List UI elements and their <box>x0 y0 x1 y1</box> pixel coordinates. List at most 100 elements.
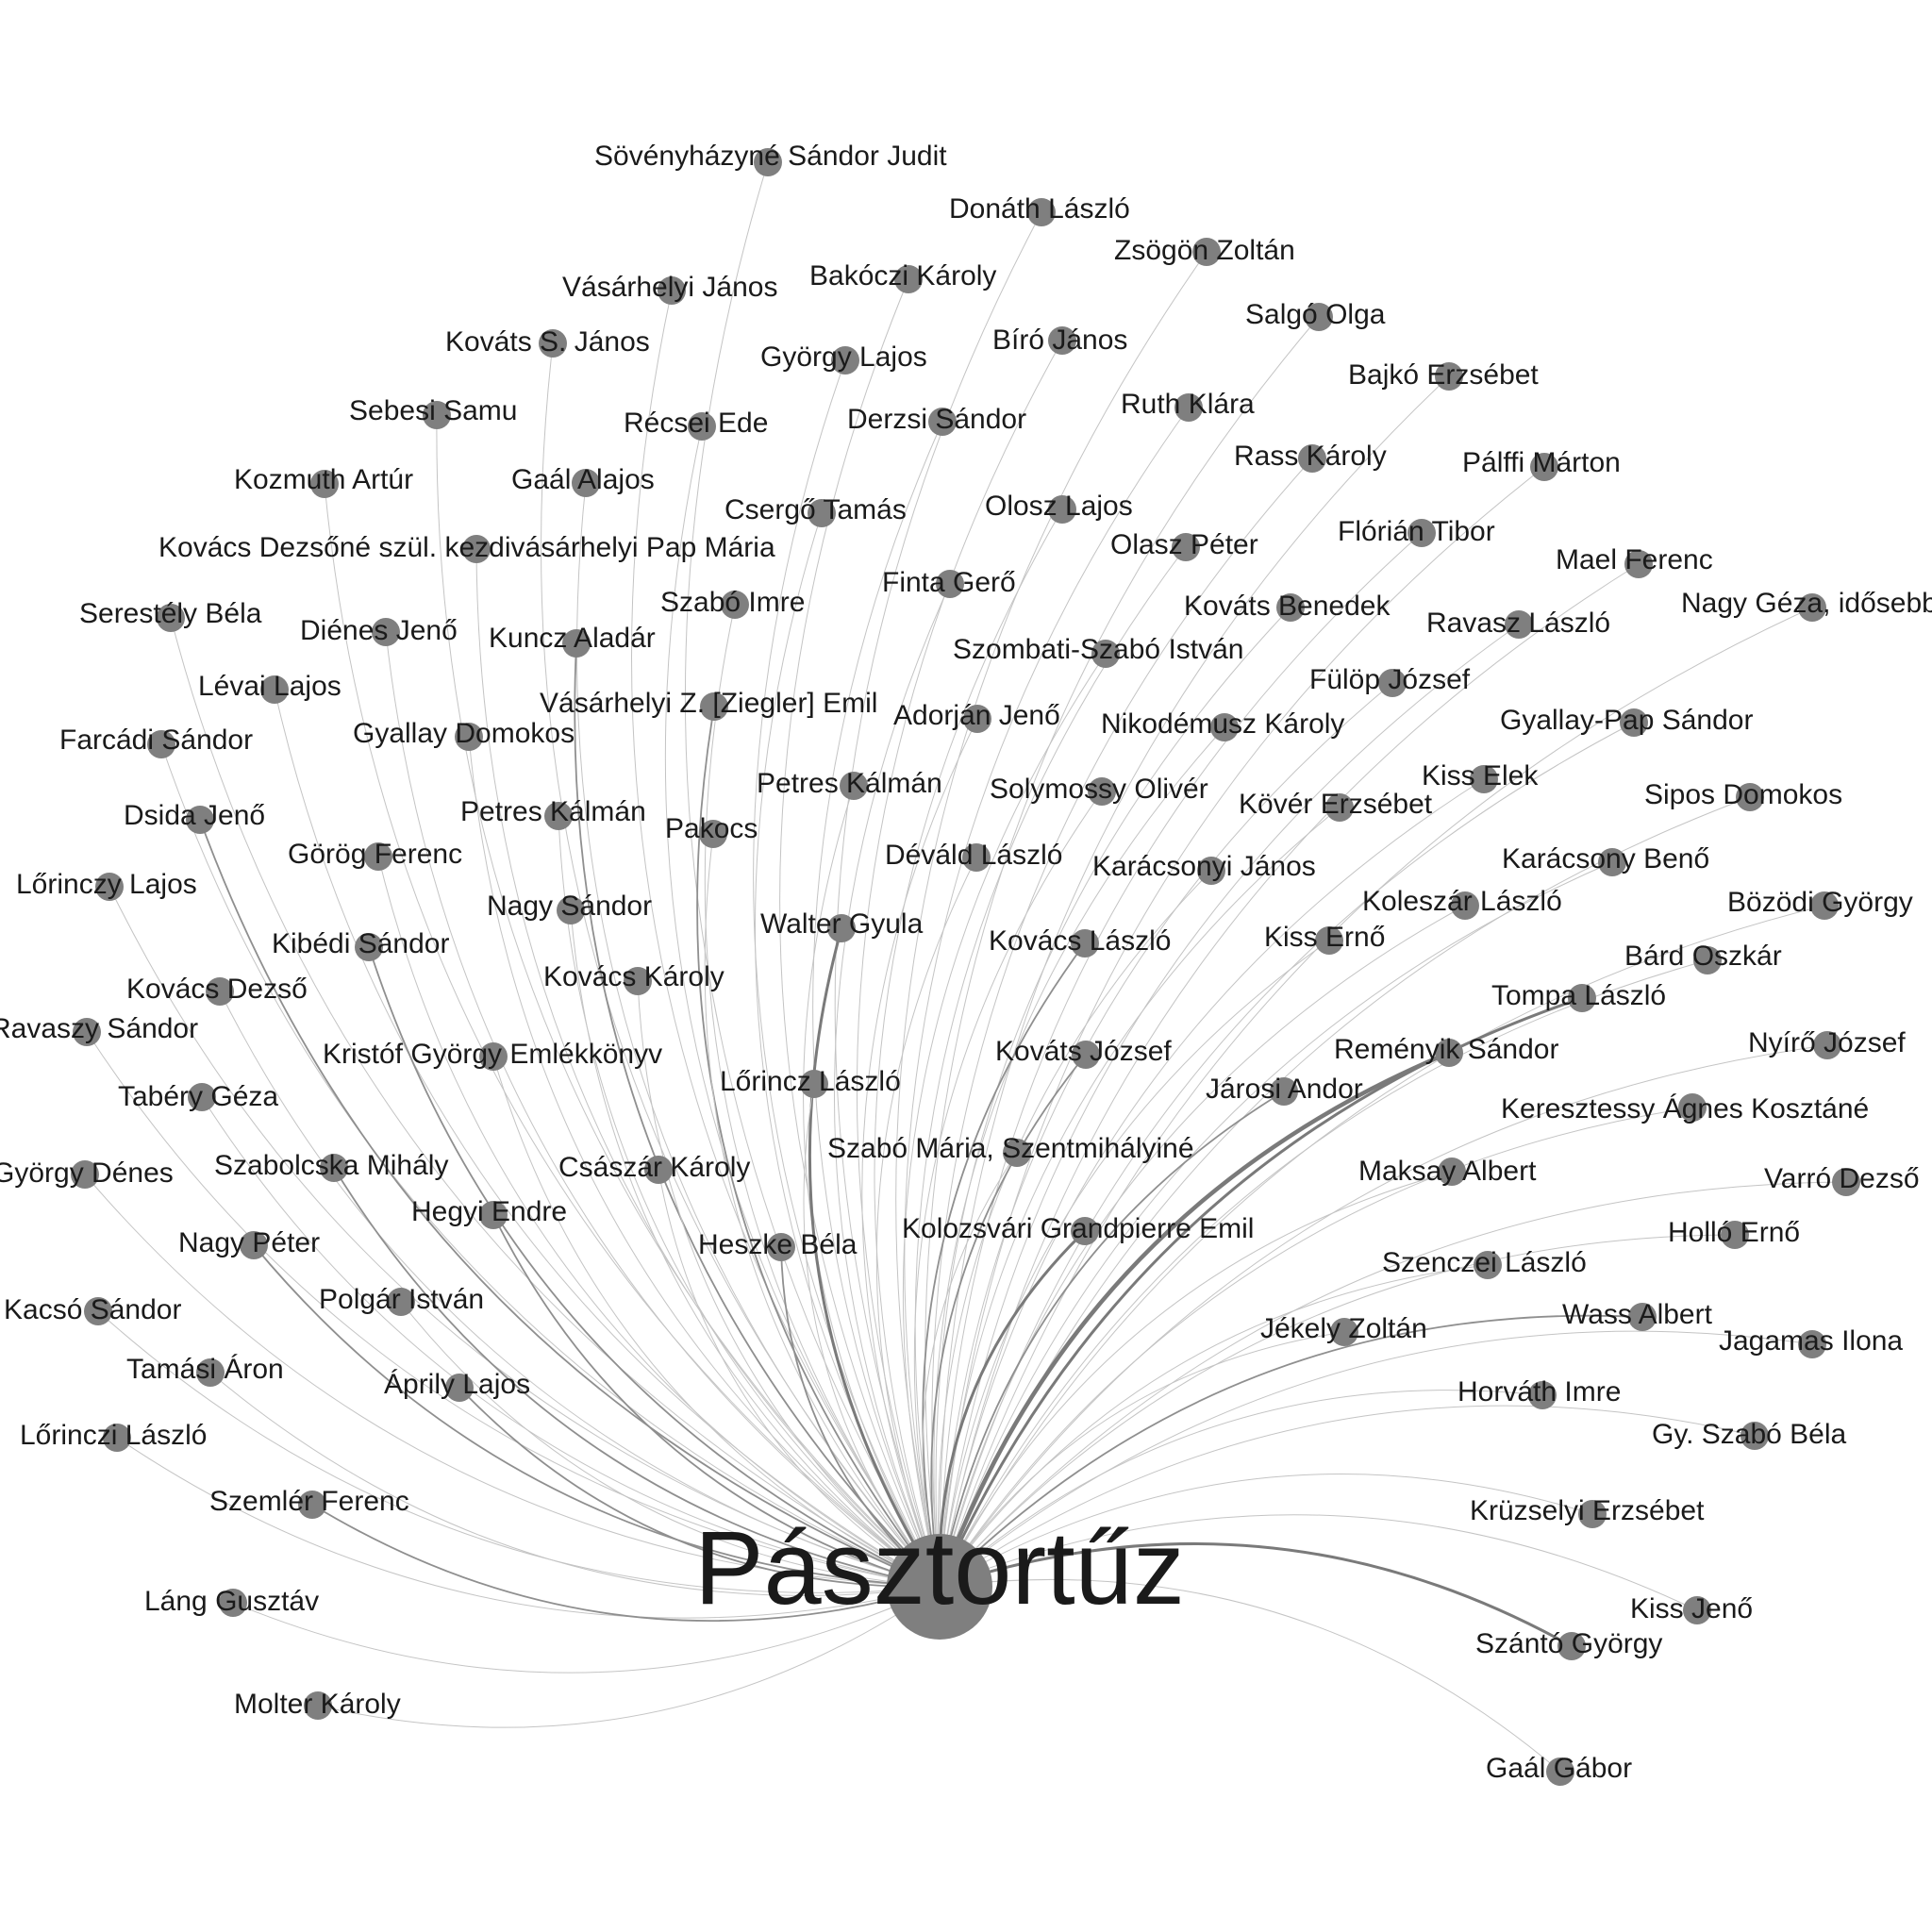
node-szombati-szabo-istvan-32[interactable] <box>1091 640 1120 668</box>
node-dienes-jeno-29[interactable] <box>372 618 400 646</box>
node-hegyi-endre-80[interactable] <box>479 1201 508 1229</box>
node-kovacs-laszlo-59[interactable] <box>1071 929 1099 958</box>
node-szenczei-laszlo-85[interactable] <box>1474 1251 1502 1279</box>
node-gyallay-domokos-40[interactable] <box>455 723 483 751</box>
node-kolozsvari-grandpierre-emil-81[interactable] <box>1071 1217 1099 1245</box>
node-devald-laszlo-50[interactable] <box>962 843 991 872</box>
node-ravaszy-sandor-65[interactable] <box>73 1018 101 1046</box>
node-kibedi-sandor-58[interactable] <box>355 933 383 961</box>
node-jarosi-andor-71[interactable] <box>1270 1077 1298 1106</box>
node-mael-ferenc-23[interactable] <box>1624 550 1653 578</box>
node-karacsonyi-janos-51[interactable] <box>1197 857 1225 885</box>
node-biro-janos-8[interactable] <box>1048 326 1076 355</box>
node-bard-oszkar-61[interactable] <box>1693 946 1722 974</box>
node-vasarhelyi-janos-3[interactable] <box>658 276 686 305</box>
node-kiss-erno-60[interactable] <box>1315 926 1343 955</box>
node-lorinczy-lajos-53[interactable] <box>95 873 124 901</box>
node-wass-albert-88[interactable] <box>1628 1303 1657 1331</box>
node-polgar-istvan-86[interactable] <box>387 1288 415 1316</box>
node-szanto-gyorgy-100[interactable] <box>1557 1632 1586 1660</box>
node-finta-gero-24[interactable] <box>936 570 964 598</box>
node-szemler-ferenc-96[interactable] <box>298 1491 326 1519</box>
node-hollo-erno-84[interactable] <box>1721 1221 1749 1249</box>
node-palffi-marton-15[interactable] <box>1530 453 1558 481</box>
node-zsogon-zoltan-2[interactable] <box>1192 238 1221 266</box>
node-csaszar-karoly-77[interactable] <box>644 1156 673 1184</box>
node-aprily-lajos-92[interactable] <box>445 1374 474 1402</box>
node-petres-kalman-41[interactable] <box>840 772 868 800</box>
hub-node[interactable] <box>887 1534 992 1640</box>
node-sovenyhazyne-sandor-judit-0[interactable] <box>754 148 782 176</box>
node-derzsi-sandor-12[interactable] <box>928 408 957 436</box>
node-dsida-jeno-45[interactable] <box>186 806 214 834</box>
node-jagamas-ilona-90[interactable] <box>1798 1330 1826 1358</box>
node-kovats-s-janos-6[interactable] <box>539 329 567 358</box>
node-karacsony-beno-52[interactable] <box>1598 848 1626 876</box>
node-solymossy-oliver-42[interactable] <box>1088 777 1116 806</box>
node-kovacs-karoly-62[interactable] <box>624 967 652 995</box>
node-levai-lajos-34[interactable] <box>260 675 289 704</box>
node-kuncz-aladar-30[interactable] <box>562 629 591 658</box>
node-gy-szabo-bela-95[interactable] <box>1740 1422 1769 1450</box>
node-petres-kalman-46[interactable] <box>544 802 573 830</box>
node-vasarhelyi-z-ziegler-emil-35[interactable] <box>700 692 728 721</box>
node-nyiro-jozsef-66[interactable] <box>1813 1031 1841 1059</box>
node-florian-tibor-21[interactable] <box>1407 519 1436 547</box>
node-farcadi-sandor-39[interactable] <box>147 730 175 758</box>
node-gyorgy-denes-76[interactable] <box>71 1160 99 1189</box>
node-salgo-olga-5[interactable] <box>1305 303 1333 331</box>
node-maksay-albert-78[interactable] <box>1438 1158 1466 1186</box>
node-rass-karoly-14[interactable] <box>1298 444 1326 473</box>
node-sebesi-samu-10[interactable] <box>423 401 451 429</box>
node-bozodi-gyorgy-56[interactable] <box>1810 891 1839 920</box>
node-nagy-geza-idosebb-28[interactable] <box>1798 593 1826 622</box>
node-tamasi-aron-91[interactable] <box>196 1358 225 1387</box>
node-tabery-geza-72[interactable] <box>188 1083 216 1111</box>
node-adorjan-jeno-36[interactable] <box>963 705 991 733</box>
node-bakoczi-karoly-4[interactable] <box>894 265 923 293</box>
node-kovats-jozsef-68[interactable] <box>1072 1041 1100 1069</box>
node-remenyik-sandor-69[interactable] <box>1435 1039 1463 1067</box>
node-bajko-erzsebet-9[interactable] <box>1435 362 1463 391</box>
node-jekely-zoltan-89[interactable] <box>1330 1318 1358 1346</box>
node-pakocs-47[interactable] <box>699 820 727 848</box>
node-kovacs-dezso-63[interactable] <box>206 977 234 1006</box>
node-recsei-ede-11[interactable] <box>688 412 716 441</box>
node-lorinczi-laszlo-94[interactable] <box>103 1424 131 1452</box>
node-kozmuth-artur-16[interactable] <box>310 470 339 498</box>
node-donath-laszlo-1[interactable] <box>1027 198 1056 226</box>
node-csergo-tamas-18[interactable] <box>808 499 836 527</box>
node-kacso-sandor-87[interactable] <box>84 1297 112 1325</box>
node-lorincz-laszlo-70[interactable] <box>800 1070 828 1098</box>
node-gaal-alajos-17[interactable] <box>572 469 600 497</box>
node-szabo-maria-szentmihalyine-74[interactable] <box>1003 1139 1031 1167</box>
node-kristof-gyorgy-emlekkonyv-67[interactable] <box>479 1042 508 1071</box>
node-ravasz-laszlo-31[interactable] <box>1505 610 1533 639</box>
node-kover-erzsebet-48[interactable] <box>1325 793 1354 822</box>
node-szabo-imre-25[interactable] <box>721 591 749 619</box>
node-gaal-gabor-102[interactable] <box>1546 1757 1574 1786</box>
node-lang-gusztav-98[interactable] <box>219 1589 247 1617</box>
node-kruzselyi-erzsebet-97[interactable] <box>1578 1500 1607 1528</box>
node-molter-karoly-101[interactable] <box>304 1691 332 1720</box>
node-tompa-laszlo-64[interactable] <box>1568 984 1596 1012</box>
node-gyallay-pap-sandor-38[interactable] <box>1620 708 1648 737</box>
node-fulop-jozsef-33[interactable] <box>1378 669 1407 697</box>
node-nagy-peter-82[interactable] <box>240 1231 268 1259</box>
node-gorog-ferenc-49[interactable] <box>364 842 392 871</box>
node-kiss-jeno-99[interactable] <box>1683 1596 1711 1624</box>
node-sipos-domokos-44[interactable] <box>1736 783 1764 811</box>
node-horvath-imre-93[interactable] <box>1528 1381 1557 1409</box>
node-olasz-peter-20[interactable] <box>1172 533 1200 561</box>
node-kovacs-dezsone-szul-kezdivasarhelyi-pap-maria-22[interactable] <box>462 535 491 563</box>
node-kiss-elek-43[interactable] <box>1470 765 1498 793</box>
node-serestely-bela-27[interactable] <box>157 604 185 632</box>
hub-group[interactable]: Pásztortűz <box>694 1510 1185 1640</box>
node-szabolcska-mihaly-75[interactable] <box>320 1154 348 1182</box>
node-walter-gyula-57[interactable] <box>827 914 856 942</box>
node-varro-dezso-79[interactable] <box>1832 1168 1860 1196</box>
node-nagy-sandor-54[interactable] <box>557 896 585 924</box>
node-nikodemusz-karoly-37[interactable] <box>1210 713 1239 741</box>
node-koleszar-laszlo-55[interactable] <box>1451 891 1479 920</box>
node-gyorgy-lajos-7[interactable] <box>831 346 859 375</box>
